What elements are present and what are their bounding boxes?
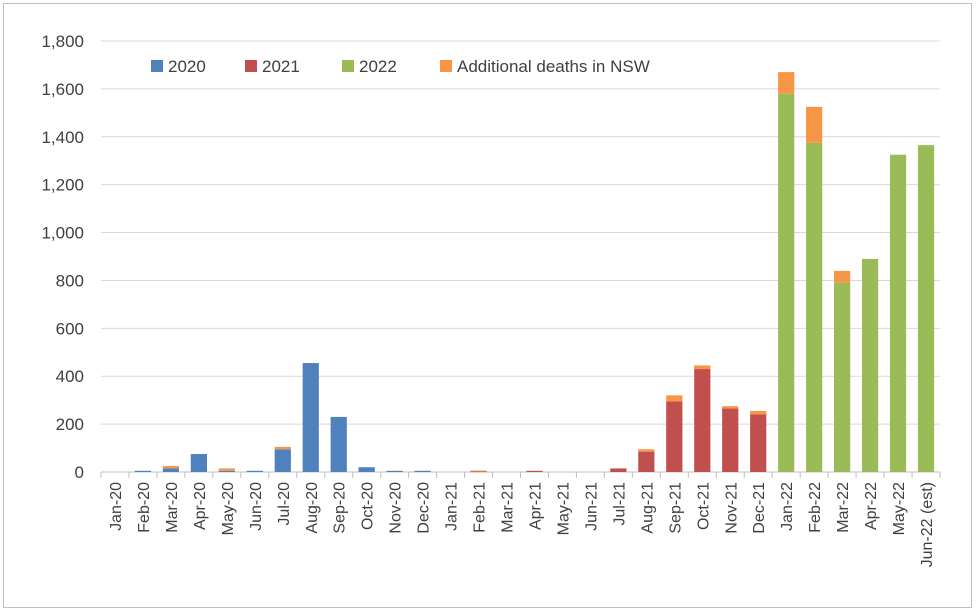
- x-tick-label: Apr-21: [527, 482, 544, 530]
- bar-jul-20-series-3: [274, 446, 291, 450]
- bar-feb-22-series-3: [806, 106, 823, 143]
- x-tick-label: Feb-21: [472, 482, 489, 533]
- bar-nov-21-series-1: [722, 408, 739, 472]
- gridlines: [101, 40, 940, 473]
- y-tick-label: 1,600: [41, 80, 84, 99]
- bar-dec-21-series-1: [750, 414, 767, 472]
- x-tick-label: Aug-21: [639, 482, 656, 534]
- bar-jan-22-series-2: [778, 93, 795, 472]
- x-tick-label: Jul-20: [276, 482, 293, 526]
- legend-swatch: [440, 60, 452, 72]
- bar-aug-21-series-1: [638, 451, 655, 472]
- x-tick-label: Jul-21: [611, 482, 628, 526]
- x-tick-label: Apr-20: [192, 482, 209, 530]
- bar-mar-22-series-2: [834, 282, 851, 472]
- x-tick-label: Jan-21: [444, 482, 461, 531]
- x-axis-tick-labels: Jan-20 Feb-20 Mar-20 Apr-20 May-20 Jun-20 Jul-…: [100, 472, 941, 567]
- bar-dec-20-series-0: [414, 470, 431, 472]
- bar-jul-20-series-0: [274, 449, 291, 472]
- bar-mar-20-series-3: [162, 466, 180, 469]
- bar-jul-21-series-1: [610, 468, 627, 472]
- x-tick-label: May-22: [891, 482, 908, 535]
- bar-may-20-series-3: [218, 468, 235, 471]
- x-tick-label: Dec-21: [751, 482, 768, 534]
- bar-sep-21-series-1: [666, 401, 683, 472]
- bar-feb-20-series-0: [134, 470, 152, 472]
- x-tick-label: Oct-20: [360, 482, 377, 530]
- legend-label: 2021: [262, 57, 300, 76]
- x-tick-label: Jun-21: [583, 482, 600, 531]
- x-tick-label: May-21: [555, 482, 572, 535]
- bar-jun-22-est--series-2: [917, 145, 935, 473]
- x-tick-label: Feb-20: [136, 482, 153, 533]
- x-tick-label: Nov-21: [723, 482, 740, 534]
- bar-sep-21-series-3: [666, 395, 683, 402]
- x-tick-label: Mar-20: [164, 482, 181, 533]
- x-tick-label: Dec-20: [416, 482, 433, 534]
- x-tick-label: Jan-22: [779, 482, 796, 531]
- bar-may-22-series-2: [889, 154, 907, 472]
- legend-swatch: [151, 60, 163, 72]
- y-tick-label: 1,800: [41, 32, 84, 51]
- bar-nov-20-series-0: [386, 470, 403, 472]
- y-tick-label: 400: [56, 367, 84, 386]
- y-tick-label: 1,200: [41, 176, 84, 195]
- bar-apr-21-series-1: [526, 470, 543, 472]
- bar-nov-21-series-3: [722, 406, 739, 409]
- stacked-bar-chart: 0 200 400 600 800 1,000 1,200 1,400 1,600 1,800 J…: [41, 32, 941, 567]
- bar-aug-21-series-3: [638, 449, 655, 452]
- legend-label: 2022: [359, 57, 397, 76]
- x-tick-label: Jun-22 (est): [919, 482, 936, 567]
- legend: 2020 2021 2022 Additional deaths in NSW: [151, 57, 650, 76]
- y-tick-label: 1,000: [41, 224, 84, 243]
- x-tick-label: Sep-21: [667, 482, 684, 534]
- x-tick-label: Oct-21: [695, 482, 712, 530]
- x-tick-label: May-20: [220, 482, 237, 535]
- x-tick-label: Feb-22: [807, 482, 824, 533]
- bar-feb-22-series-2: [806, 142, 823, 472]
- x-tick-label: Sep-20: [332, 482, 349, 534]
- bar-apr-22-series-2: [861, 258, 879, 472]
- y-tick-label: 0: [75, 463, 84, 482]
- legend-swatch: [342, 60, 354, 72]
- bar-aug-20-series-0: [302, 363, 319, 472]
- x-tick-label: Jun-20: [248, 482, 265, 531]
- legend-swatch: [245, 60, 257, 72]
- x-tick-label: Mar-22: [835, 482, 852, 533]
- bar-mar-22-series-3: [834, 270, 851, 283]
- bar-apr-20-series-0: [190, 454, 207, 472]
- bar-oct-21-series-3: [694, 365, 711, 370]
- chart-frame: 0 200 400 600 800 1,000 1,200 1,400 1,600 1,800 J…: [3, 3, 972, 608]
- x-tick-label: Jan-20: [108, 482, 125, 531]
- bar-jun-20-series-0: [246, 470, 263, 472]
- bar-mar-20-series-0: [162, 468, 180, 472]
- y-axis-tick-labels: 0 200 400 600 800 1,000 1,200 1,400 1,600 1,800: [41, 32, 84, 482]
- y-tick-label: 800: [56, 271, 84, 290]
- bar-oct-21-series-1: [694, 369, 711, 472]
- bar-oct-20-series-0: [358, 467, 375, 472]
- legend-label: Additional deaths in NSW: [457, 57, 650, 76]
- bar-jan-22-series-3: [778, 72, 795, 94]
- bars: [134, 72, 935, 473]
- y-tick-label: 600: [56, 319, 84, 338]
- bar-feb-21-series-3: [470, 470, 487, 472]
- x-tick-label: Aug-20: [304, 482, 321, 534]
- legend-label: 2020: [168, 57, 206, 76]
- bar-sep-20-series-0: [330, 416, 347, 472]
- y-tick-label: 1,400: [41, 128, 84, 147]
- x-tick-label: Apr-22: [863, 482, 880, 530]
- x-tick-label: Nov-20: [388, 482, 405, 534]
- y-tick-label: 200: [56, 415, 84, 434]
- bar-may-20-series-0: [218, 470, 235, 472]
- bar-dec-21-series-3: [750, 410, 767, 415]
- x-tick-label: Mar-21: [500, 482, 517, 533]
- bar-feb-21-series-1: [470, 471, 487, 473]
